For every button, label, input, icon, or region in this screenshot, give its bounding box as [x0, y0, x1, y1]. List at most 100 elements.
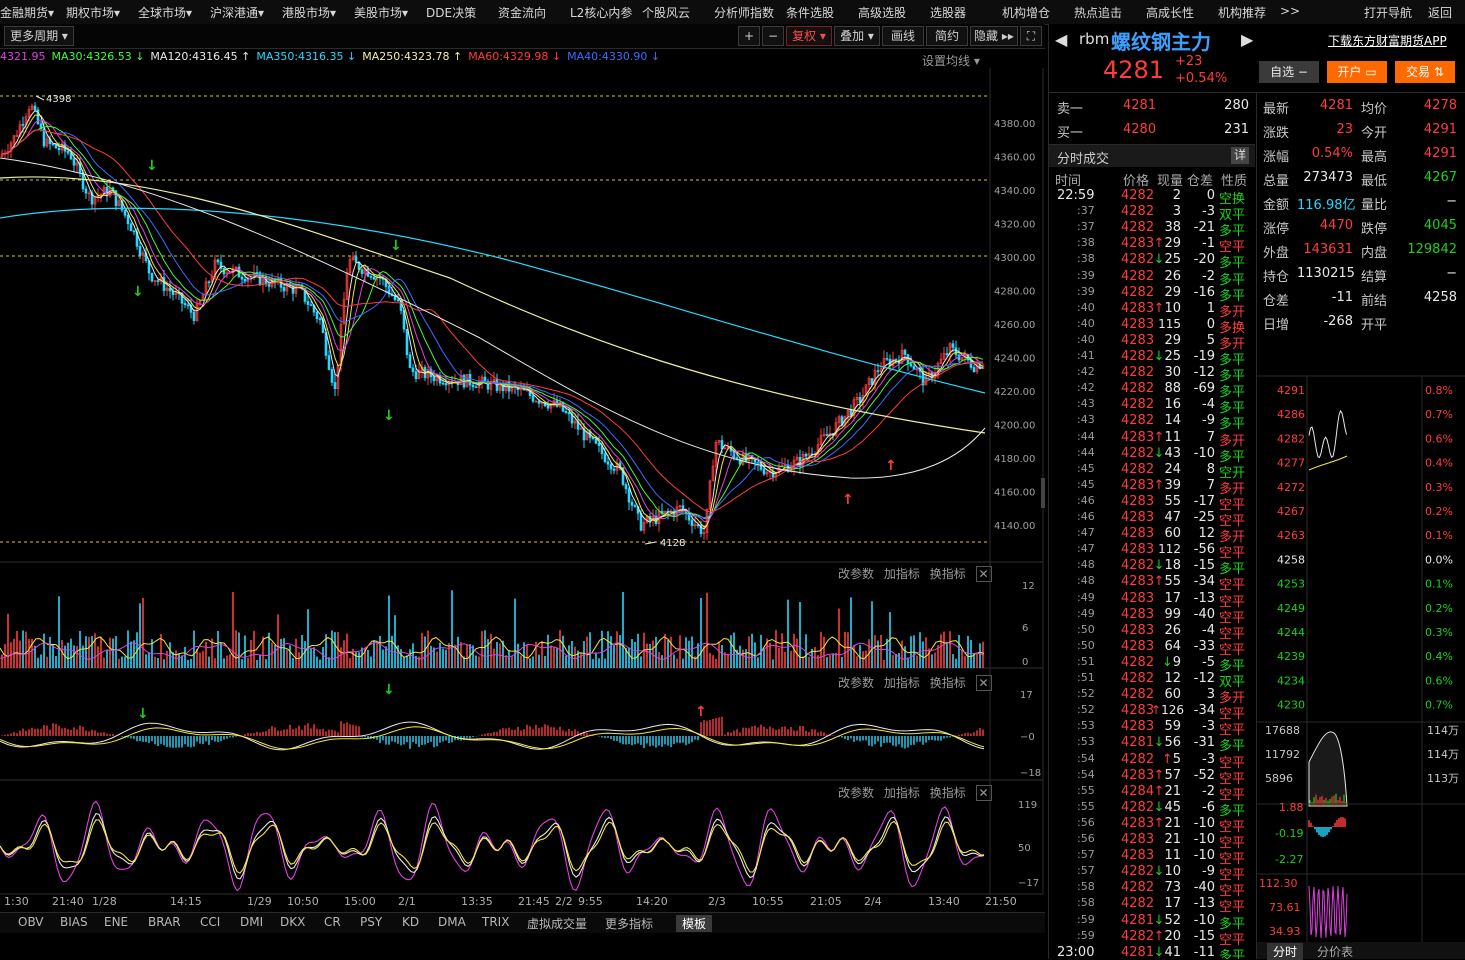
add-indicator-button[interactable]: 加指标	[883, 676, 920, 690]
indicator-tab[interactable]: DMI	[240, 915, 264, 929]
trade-row: :57 4283 11 -10 空平	[1077, 848, 1246, 868]
mini-timeshare-chart[interactable]: 4291 0.8% 4286 0.7% 4282 0.6% 4277 0.4% 4272 0.3%…	[1257, 342, 1465, 942]
trade-row: :43 4282 16 -4 多平	[1077, 397, 1246, 417]
nav-item[interactable]: 返回	[1428, 6, 1453, 20]
next-contract-icon[interactable]: ▶	[1241, 30, 1254, 49]
add-indicator-button[interactable]: 加指标	[883, 567, 920, 581]
nav-item[interactable]: 港股市场▾	[282, 6, 337, 20]
nav-item[interactable]: 选股器	[930, 6, 967, 20]
ma-line	[1, 119, 984, 523]
time-axis-label: 9:55	[578, 895, 603, 908]
trade-header: 价格	[1123, 174, 1150, 189]
ma-line	[1, 129, 983, 513]
mini-price-label: 4286	[1277, 408, 1305, 421]
indicator-tab[interactable]: 虚拟成交量	[527, 917, 588, 931]
indicator-tab[interactable]: DMA	[438, 915, 466, 929]
simple-mode-button[interactable]: 简约	[926, 26, 968, 46]
kdj-axis-label: 119	[1018, 800, 1037, 811]
indicator-tab[interactable]: KD	[402, 915, 420, 929]
mini-price-label: 4239	[1277, 650, 1305, 663]
mini-pct-label: 0.2%	[1425, 505, 1453, 518]
stat-label: 涨跌	[1263, 126, 1290, 141]
trade-row: :53 4281 ↓56 -31 多平	[1077, 735, 1246, 755]
nav-item[interactable]: 条件选股	[786, 6, 835, 20]
edit-params-button[interactable]: 改参数	[838, 786, 875, 800]
indicator-tab[interactable]: TRIX	[482, 915, 510, 929]
nav-item[interactable]: 机构推荐	[1218, 6, 1267, 20]
mini-pct-label: 0.1%	[1425, 578, 1453, 591]
mini-chart-tab[interactable]: 分价表	[1317, 945, 1354, 959]
open-account-button[interactable]: 开户 ▭	[1327, 61, 1387, 83]
ask1-volume: 280	[1224, 98, 1249, 113]
trade-row: :54 4283 ↑57 -52 空平	[1077, 767, 1246, 787]
nav-item[interactable]: L2核心内参	[570, 6, 633, 20]
nav-item[interactable]: 金融期货▾	[0, 6, 55, 20]
nav-item[interactable]: 沪深港通▾	[210, 6, 265, 20]
nav-item[interactable]: 高级选股	[858, 6, 907, 20]
close-icon[interactable]: ✕	[975, 566, 992, 582]
ask1-label: 卖一	[1057, 102, 1084, 117]
nav-item[interactable]: 打开导航	[1364, 6, 1413, 20]
ma250-line	[0, 176, 986, 434]
zoom-out-button[interactable]: −	[762, 26, 784, 46]
edit-params-button[interactable]: 改参数	[838, 676, 875, 690]
nav-item[interactable]: 高成长性	[1146, 6, 1195, 20]
close-icon[interactable]: ✕	[975, 675, 992, 691]
mini-chart-tab[interactable]: 分时	[1267, 943, 1304, 960]
hide-button[interactable]: 隐藏 ▸▸	[970, 26, 1018, 46]
trade-row: :55 4284 ↑21 -2 空平	[1077, 783, 1246, 803]
indicator-tab[interactable]: ENE	[104, 915, 129, 929]
close-icon[interactable]: ✕	[975, 785, 992, 801]
macd-panel-controls: 改参数 加指标 换指标 ✕	[838, 674, 992, 691]
download-app-link[interactable]: 下载东方财富期货APP	[1328, 34, 1447, 48]
add-watchlist-button[interactable]: 自选 −	[1259, 61, 1319, 83]
add-indicator-button[interactable]: 加指标	[883, 786, 920, 800]
indicator-tab[interactable]: 模板	[676, 915, 713, 932]
nav-item[interactable]: 分析师指数	[714, 6, 775, 20]
zoom-in-button[interactable]: +	[738, 26, 760, 46]
mini-pct-label: 0.1%	[1425, 529, 1453, 542]
fuquan-dropdown[interactable]: 复权 ▾	[786, 26, 832, 46]
nav-item[interactable]: DDE决策	[426, 6, 477, 20]
indicator-tab[interactable]: CR	[324, 915, 341, 929]
ma-settings-button[interactable]: 设置均线 ▾	[922, 54, 980, 68]
edit-params-button[interactable]: 改参数	[838, 567, 875, 581]
kdj-axis-label: 50	[1018, 843, 1031, 854]
switch-indicator-button[interactable]: 换指标	[929, 567, 966, 581]
switch-indicator-button[interactable]: 换指标	[929, 786, 966, 800]
expand-icon[interactable]: ⛶	[1020, 26, 1042, 46]
stat-value: 143631	[1303, 242, 1353, 257]
mini-price-label: 4230	[1277, 699, 1305, 712]
vol-axis-label: 12	[1022, 581, 1035, 592]
stat-label: 今开	[1361, 126, 1388, 141]
nav-item[interactable]: 个股风云	[642, 6, 691, 20]
nav-item[interactable]: 期权市场▾	[66, 6, 121, 20]
trade-detail-button[interactable]: 详	[1231, 147, 1249, 164]
mini-vol-area	[1308, 731, 1348, 807]
mini-kdj-label: 34.93	[1269, 925, 1301, 938]
indicator-tab[interactable]: BRAR	[148, 915, 181, 929]
indicator-tab[interactable]: BIAS	[60, 915, 88, 929]
trade-list[interactable]: 22:59 4282 2 0 空换:37 4282 3 -3 双平:37 4282 38 -21 多平:…	[1049, 188, 1255, 959]
prev-contract-icon[interactable]: ◀	[1055, 30, 1068, 49]
trade-button[interactable]: 交易 ⇅	[1395, 61, 1455, 83]
overlay-dropdown[interactable]: 叠加 ▾	[834, 26, 880, 46]
switch-indicator-button[interactable]: 换指标	[929, 676, 966, 690]
kline-chart-area[interactable]: 4380.00 4360.00 4340.00 4320.00 4300.00 4280.…	[0, 48, 1045, 912]
indicator-tab[interactable]: OBV	[18, 915, 44, 929]
nav-item[interactable]: 热点追击	[1074, 6, 1123, 20]
time-axis-label: 10:50	[287, 895, 319, 908]
nav-item[interactable]: >>	[1280, 4, 1301, 18]
indicator-tab[interactable]: 更多指标	[605, 917, 654, 931]
draw-line-button[interactable]: 画线	[882, 26, 924, 46]
nav-item[interactable]: 机构增仓	[1002, 6, 1051, 20]
indicator-tab[interactable]: CCI	[200, 915, 221, 929]
nav-item[interactable]: 美股市场▾	[354, 6, 409, 20]
indicator-tab[interactable]: DKX	[280, 915, 306, 929]
nav-item[interactable]: 资金流向	[498, 6, 547, 20]
trade-header: 时间	[1055, 174, 1082, 189]
more-period-dropdown[interactable]: 更多周期 ▾	[4, 26, 74, 46]
time-axis-label: 2/3	[708, 895, 726, 908]
nav-item[interactable]: 全球市场▾	[138, 6, 193, 20]
indicator-tab[interactable]: PSY	[360, 915, 383, 929]
